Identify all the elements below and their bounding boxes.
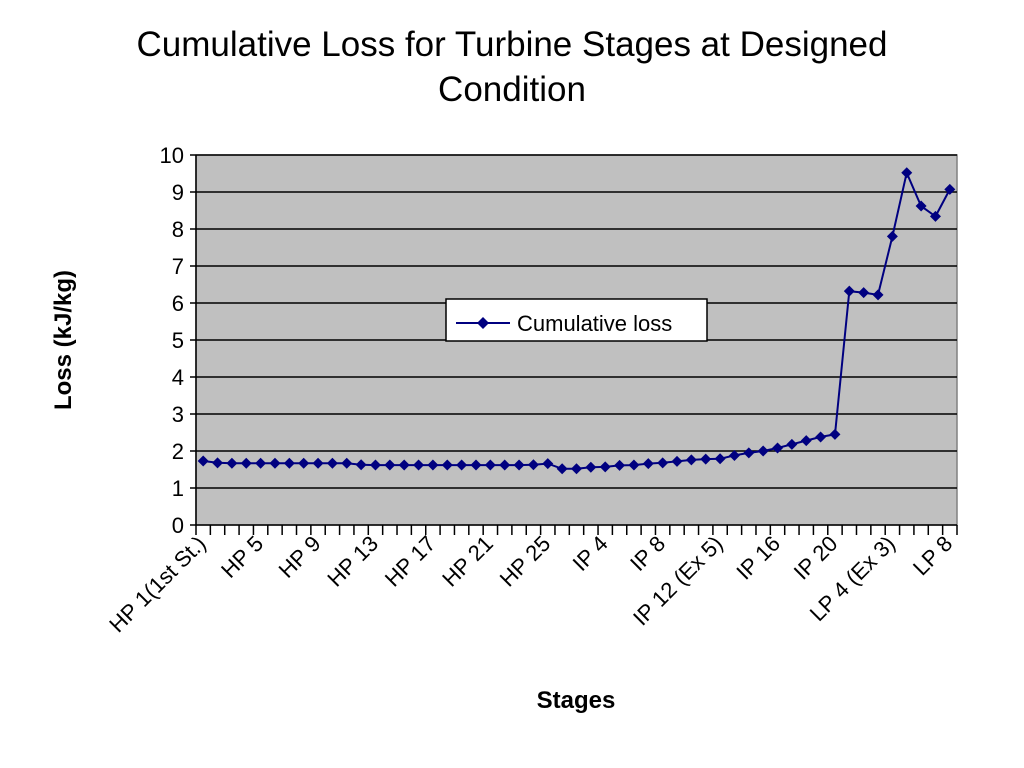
data-point [527,459,539,471]
data-point [298,457,310,469]
x-axis-ticks [195,525,958,535]
y-axis-ticks: 0 1 2 3 4 5 6 7 8 9 10 [160,143,196,538]
x-tick-label: HP 1(1st St.) [104,531,210,637]
data-point [786,438,798,450]
y-tick-label: 10 [160,143,184,168]
data-point [499,459,511,471]
data-point [427,459,439,471]
data-point [815,431,827,443]
data-point [685,454,697,466]
legend-label: Cumulative loss [517,311,672,336]
data-point [657,457,669,469]
data-point [642,458,654,470]
data-point [384,459,396,471]
x-tick-label: LP 8 [908,531,957,580]
data-point [829,428,841,440]
data-point [283,457,295,469]
y-tick-label: 6 [172,291,184,316]
data-point [441,459,453,471]
data-point [886,230,898,242]
x-axis-title: Stages [537,687,616,714]
data-point [212,457,224,469]
data-point [269,457,281,469]
data-point [355,459,367,471]
y-tick-label: 1 [172,476,184,501]
data-point [456,459,468,471]
data-point [843,285,855,297]
y-tick-label: 3 [172,402,184,427]
data-point [599,461,611,473]
data-point [240,457,252,469]
y-tick-label: 2 [172,439,184,464]
data-point [585,461,597,473]
data-point [398,459,410,471]
x-tick-label: HP 13 [322,531,383,592]
data-point [714,453,726,465]
data-point [628,459,640,471]
data-point [413,459,425,471]
data-point [571,463,582,475]
y-tick-label: 0 [172,513,184,538]
x-tick-label: HP 5 [216,531,268,583]
data-point [312,457,324,469]
data-point [484,459,496,471]
x-tick-label: IP 16 [731,531,785,585]
data-point [671,455,683,467]
y-tick-label: 4 [172,365,184,390]
y-tick-label: 9 [172,180,184,205]
series-cumulative-loss [197,167,956,475]
data-point [743,447,755,459]
data-point [700,453,712,465]
x-tick-label: IP 8 [625,531,670,576]
grid-lines [196,154,957,489]
x-tick-label: IP 20 [789,531,843,585]
chart-title-line-1: Cumulative Loss for Turbine Stages at De… [136,25,888,64]
data-point [470,459,482,471]
legend-box [445,298,708,342]
data-point [901,167,913,179]
data-point [757,445,769,457]
chart-title: Cumulative Loss for Turbine Stages at De… [0,22,1024,112]
legend: Cumulative loss [445,298,708,342]
data-point [226,457,238,469]
x-tick-label: IP 4 [568,531,613,576]
data-point [255,457,267,469]
x-tick-label: HP 21 [437,531,498,592]
data-point [341,457,353,469]
y-tick-label: 8 [172,217,184,242]
y-tick-label: 7 [172,254,184,279]
data-point [915,200,927,212]
data-point [197,455,209,467]
data-point [858,287,870,299]
x-tick-label: HP 9 [274,531,326,583]
data-point [326,457,338,469]
legend-marker [477,317,489,329]
data-point [614,459,626,471]
data-point [929,210,941,222]
data-point [513,459,525,471]
x-tick-label: HP 17 [380,531,441,592]
data-point [542,458,554,470]
data-point [800,435,812,447]
data-point [556,463,568,475]
data-point [369,459,381,471]
data-point [728,449,740,461]
data-point [872,289,884,301]
data-point [944,183,956,195]
data-point [772,442,784,454]
y-axis-title: Loss (kJ/kg) [50,270,77,410]
x-tick-label: HP 25 [495,531,556,592]
y-tick-label: 5 [172,328,184,353]
chart-title-line-2: Condition [438,70,586,109]
